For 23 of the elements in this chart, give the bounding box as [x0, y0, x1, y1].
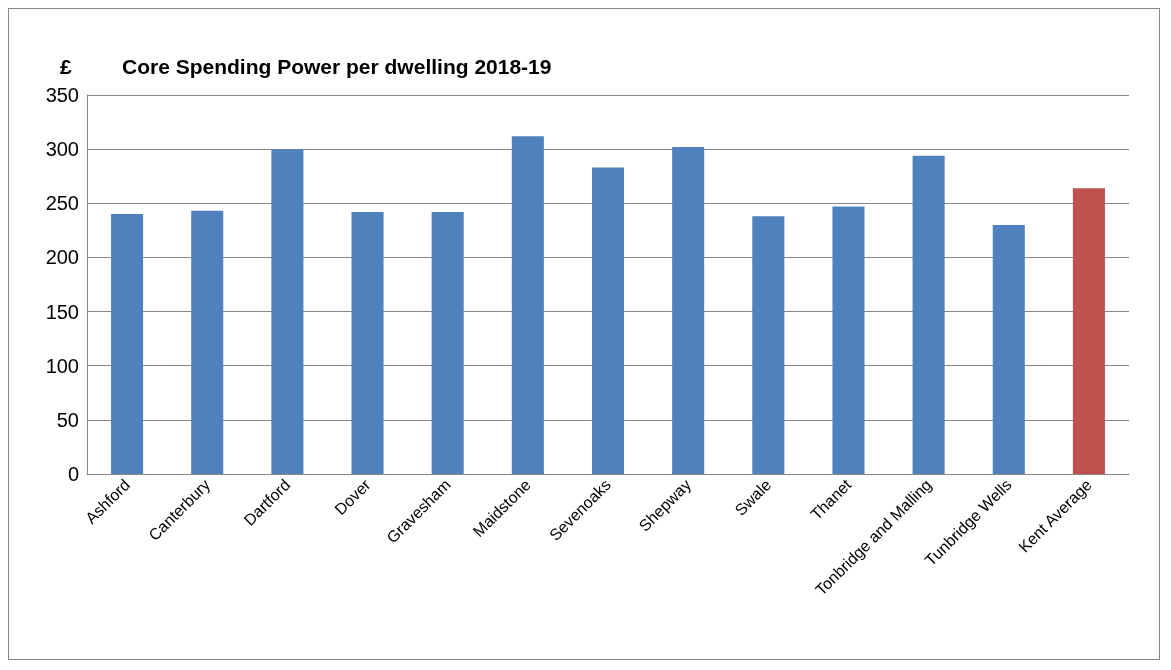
y-tick-label: 50: [56, 408, 79, 431]
bar: [111, 214, 144, 474]
bar: [912, 155, 945, 474]
y-tick-label: 350: [45, 84, 79, 106]
bar: [431, 211, 464, 474]
chart-title: Core Spending Power per dwelling 2018-19: [122, 55, 552, 78]
bar: [1072, 188, 1105, 474]
bar: [591, 167, 625, 474]
bar: [271, 149, 304, 474]
y-tick-label: 200: [45, 246, 79, 269]
bar: [752, 216, 785, 474]
bar: [672, 146, 705, 474]
bar: [511, 136, 544, 474]
bar: [992, 224, 1025, 474]
y-axis-title: £: [60, 55, 72, 78]
y-tick-label: 150: [45, 300, 79, 323]
y-tick-label: 100: [45, 354, 79, 377]
y-tick-label: 300: [45, 138, 79, 161]
bar: [832, 206, 865, 474]
y-tick-label: 250: [45, 192, 79, 215]
bar: [351, 211, 384, 474]
bar: [191, 210, 224, 474]
y-tick-label: 0: [67, 463, 79, 485]
